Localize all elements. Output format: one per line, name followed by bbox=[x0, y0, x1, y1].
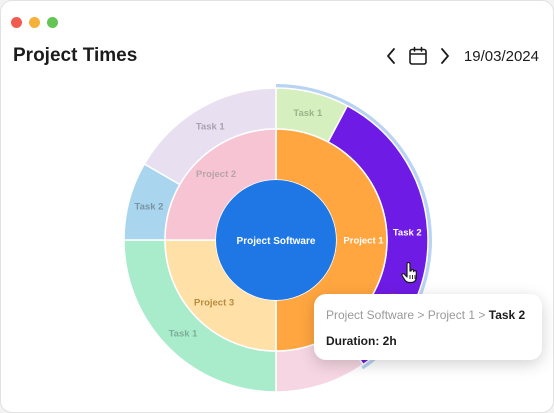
maximize-button[interactable] bbox=[47, 17, 58, 28]
sunburst-project-label: Project 2 bbox=[196, 169, 236, 180]
sunburst-center-label: Project Software bbox=[237, 236, 316, 247]
date-navigator: 19/03/2024 bbox=[380, 44, 539, 68]
sunburst-task-label: Task 1 bbox=[169, 328, 199, 339]
current-date: 19/03/2024 bbox=[463, 47, 539, 65]
chevron-left-icon[interactable] bbox=[380, 44, 402, 68]
sunburst-task-label: Task 2 bbox=[393, 227, 422, 238]
chart-tooltip: Project Software > Project 1 > Task 2 Du… bbox=[314, 294, 542, 360]
page-title: Project Times bbox=[13, 45, 138, 66]
sunburst-task-label: Task 2 bbox=[135, 201, 164, 212]
tooltip-breadcrumb-current: Task 2 bbox=[488, 308, 526, 322]
chevron-right-icon[interactable] bbox=[434, 44, 456, 68]
close-button[interactable] bbox=[11, 17, 22, 28]
tooltip-duration: Duration: 2h bbox=[326, 334, 397, 348]
tooltip-breadcrumb-separator: > bbox=[475, 308, 489, 322]
sunburst-center[interactable] bbox=[216, 180, 336, 300]
minimize-button[interactable] bbox=[29, 17, 40, 28]
hand-cursor-icon bbox=[401, 261, 419, 289]
tooltip-breadcrumb: Project Software > Project 1 > Task 2 bbox=[326, 308, 525, 322]
sunburst-project-label: Project 3 bbox=[194, 297, 234, 308]
sunburst-task-label: Task 1 bbox=[293, 108, 323, 119]
calendar-icon[interactable] bbox=[408, 46, 428, 66]
tooltip-breadcrumb-path: Project Software > Project 1 bbox=[326, 308, 476, 322]
window-controls bbox=[11, 17, 58, 28]
sunburst-task-label: Task 1 bbox=[196, 122, 226, 133]
sunburst-project-label: Project 1 bbox=[343, 236, 384, 247]
